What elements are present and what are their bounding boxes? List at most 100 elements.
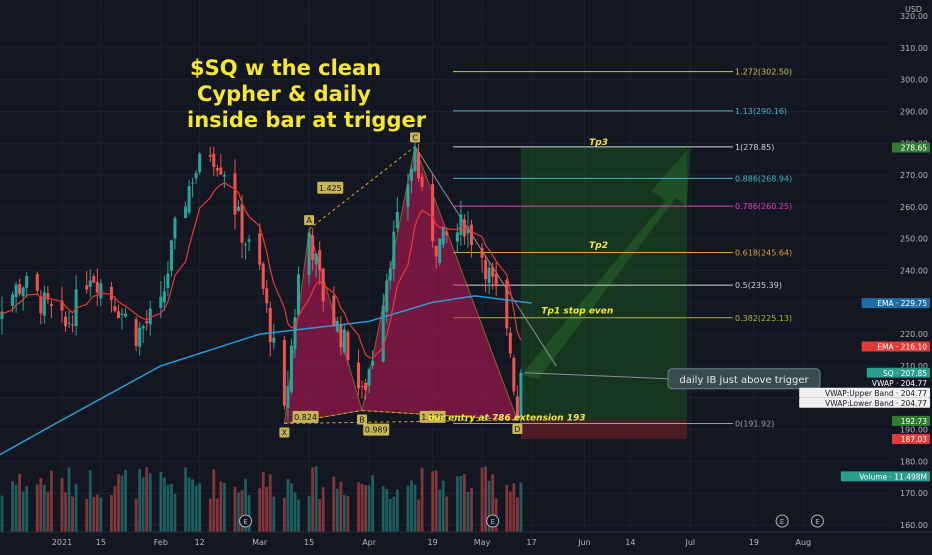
price-badge-label: 187.03 [901, 435, 927, 444]
candle [124, 308, 128, 318]
fib-level-label: 1.13(290.16) [735, 107, 787, 116]
fib-level-label: 0.618(245.64) [735, 249, 792, 258]
volume-bar [110, 495, 113, 532]
candle [261, 261, 265, 295]
volume-bar [431, 471, 435, 532]
volume-bar [50, 470, 53, 532]
pattern-point-marker [357, 414, 368, 425]
annotation-text: Tp1 stop even [541, 306, 613, 316]
candle [18, 278, 22, 297]
candle [159, 281, 163, 319]
volume-bar [417, 499, 420, 532]
candle [434, 245, 438, 269]
volume-bar [494, 498, 498, 532]
volume-bar [272, 496, 276, 532]
candle [173, 215, 177, 250]
candle [212, 146, 216, 176]
candle [215, 164, 219, 177]
candle [395, 197, 399, 232]
price-badge-label: VWAP:Upper Band · 204.77 [825, 389, 927, 398]
x-tick-label: 14 [625, 538, 635, 547]
volume-bar [487, 480, 491, 532]
volume-bar [25, 486, 29, 532]
earnings-marker[interactable] [775, 514, 789, 528]
y-tick-label: 270.00 [900, 171, 928, 180]
volume-bar [212, 469, 216, 532]
volume-bar [117, 474, 120, 532]
pattern-point-marker [304, 215, 315, 226]
volume-bar [120, 475, 124, 532]
volume-bar [459, 475, 463, 532]
volume-bar [134, 498, 138, 532]
pattern-point-marker [279, 427, 290, 438]
volume-bar [293, 492, 297, 532]
fib-level-label: 0(191.92) [735, 419, 774, 428]
candle [120, 308, 124, 330]
candle [116, 304, 120, 319]
pattern-leg [362, 409, 518, 421]
volume-bar [215, 498, 219, 532]
volume-bar [233, 486, 237, 532]
earnings-marker[interactable] [239, 514, 253, 528]
volume-bar [219, 481, 223, 532]
volume-bar [85, 498, 89, 532]
y-tick-label: 320.00 [900, 12, 928, 21]
earnings-marker[interactable] [810, 514, 824, 528]
candle [166, 261, 170, 297]
x-tick-label: Aug [795, 538, 811, 547]
x-tick-label: 15 [96, 538, 106, 547]
callout-leader [524, 372, 669, 380]
volume-bar [113, 486, 117, 532]
candle [466, 211, 470, 248]
candle [113, 296, 117, 313]
pattern-leg [308, 146, 416, 230]
volume-bar [420, 467, 424, 532]
y-tick-label: 250.00 [900, 235, 928, 244]
volume-bar [268, 474, 272, 532]
candle [92, 273, 96, 284]
pattern-ratio-box [292, 410, 319, 423]
pattern-point-label: C [412, 133, 418, 142]
candle [406, 173, 410, 221]
candle [367, 367, 371, 394]
candle [381, 293, 385, 363]
volume-bar [244, 478, 247, 532]
volume-bar [512, 483, 516, 532]
candle [388, 261, 392, 290]
price-badge-label: EMA · 229.75 [877, 299, 927, 308]
volume-bar [88, 470, 92, 532]
pattern-ratio-label: 1.425 [319, 184, 342, 193]
volume-bar [11, 481, 14, 532]
candle [409, 166, 413, 194]
earnings-marker[interactable] [486, 514, 500, 528]
candle [109, 282, 113, 313]
pattern-leg [284, 419, 518, 425]
volume-bar [466, 491, 470, 532]
candle [138, 321, 142, 356]
earnings-marker-label: E [815, 518, 819, 526]
volume-bar [95, 494, 99, 532]
volume-bar [463, 474, 466, 532]
candle [445, 227, 449, 244]
volume-bar [508, 491, 512, 532]
volume-bar [148, 473, 152, 532]
volume-bar [21, 491, 25, 532]
y-tick-label: 240.00 [900, 267, 928, 276]
candle [162, 275, 166, 312]
candle [491, 262, 495, 290]
price-badge [861, 298, 930, 309]
volume-bar [360, 483, 364, 532]
candle [339, 316, 343, 356]
candle [88, 269, 92, 298]
volume-bar [258, 488, 262, 532]
x-tick-label: Mar [252, 538, 268, 547]
price-badge-label: SQ · 207.85 [883, 369, 927, 378]
volume-bar [282, 497, 286, 532]
candle [169, 239, 173, 277]
volume-bar [194, 485, 198, 532]
volume-bar [247, 495, 251, 532]
volume-bar [367, 485, 371, 532]
pattern-point-label: X [282, 429, 288, 438]
